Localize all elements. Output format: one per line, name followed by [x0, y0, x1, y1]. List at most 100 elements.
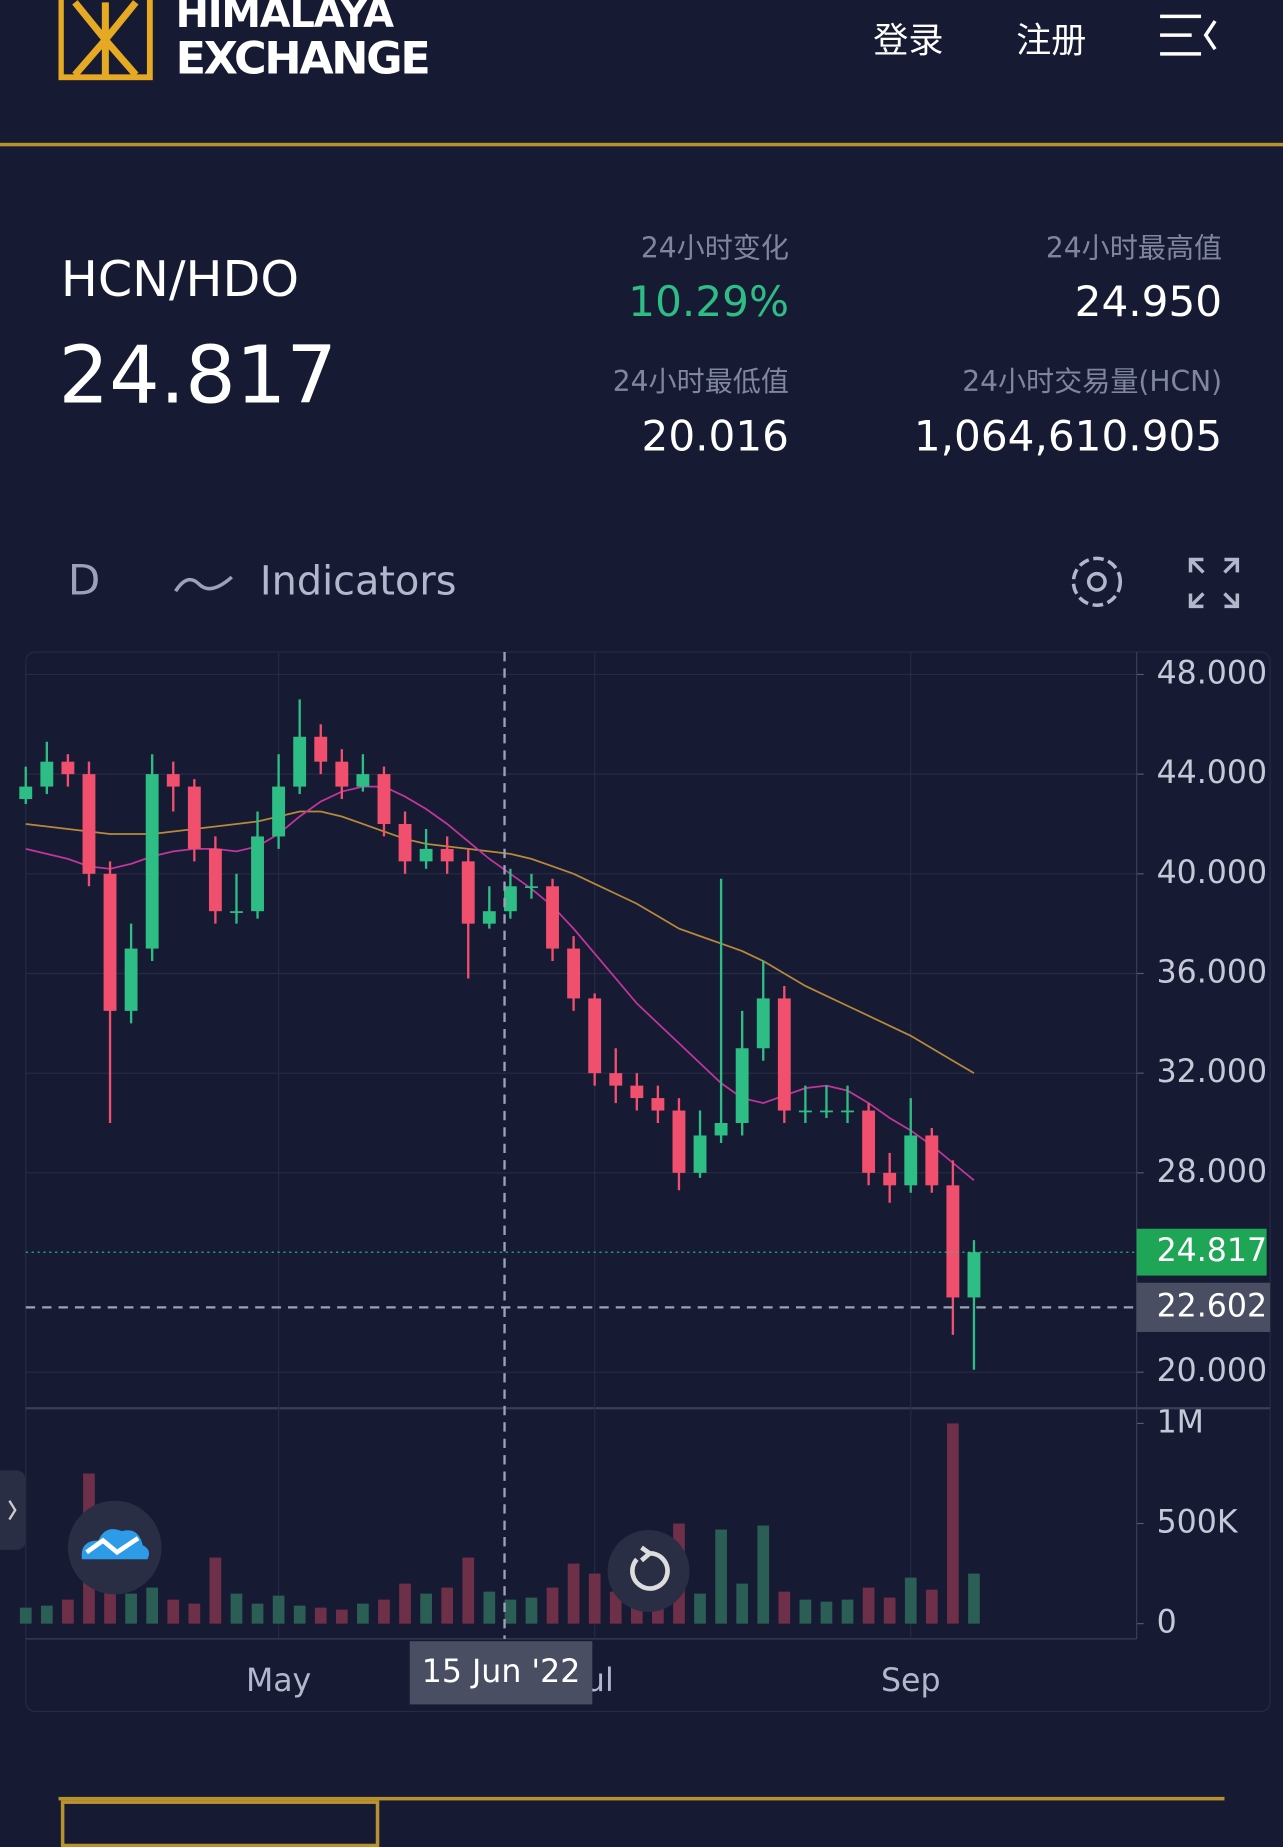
candle-body: [503, 886, 517, 912]
volume-bar: [925, 1589, 938, 1624]
candle-body: [61, 761, 75, 775]
candle-body: [735, 1048, 749, 1124]
x-tick-label: Sep: [881, 1663, 941, 1699]
candle-body: [862, 1110, 876, 1173]
menu-button[interactable]: [1157, 12, 1223, 59]
y-tick-label: 44.000: [1157, 755, 1268, 791]
candle-body: [398, 823, 412, 862]
login-link[interactable]: 登录: [873, 21, 944, 63]
stat-label: 24小时变化: [640, 231, 789, 265]
candle-body: [293, 736, 307, 787]
crosshair-date-label: 15 Jun '22: [422, 1654, 581, 1690]
volume-bar: [820, 1601, 833, 1624]
chart-frame: [25, 651, 1271, 1713]
indicators-button[interactable]: Indicators: [259, 558, 457, 606]
pair-name: HCN/HDO: [60, 250, 300, 308]
logo-button[interactable]: [66, 1498, 164, 1596]
candle-body: [546, 886, 559, 949]
candle-body: [798, 1110, 812, 1113]
volume-bar: [883, 1597, 896, 1624]
candle-body: [251, 836, 264, 912]
interval-button[interactable]: D: [67, 557, 101, 606]
y-tick-label: 40.000: [1157, 855, 1268, 891]
volume-tick-label: 1M: [1157, 1404, 1204, 1440]
logo-mark: [58, 0, 153, 81]
volume-bar: [525, 1597, 538, 1624]
volume-bar: [757, 1525, 770, 1624]
volume-bar: [609, 1591, 622, 1624]
candle-body: [187, 786, 201, 849]
volume-bar: [146, 1587, 159, 1624]
candle-body: [651, 1098, 665, 1111]
indicators-icon[interactable]: [173, 568, 236, 598]
volume-bar: [968, 1573, 980, 1624]
volume-bar: [504, 1599, 517, 1624]
candle-body: [609, 1073, 623, 1086]
volume-bar: [630, 1599, 643, 1624]
stat-label: 24小时最高值: [1045, 231, 1223, 265]
candle-body: [820, 1110, 833, 1113]
candle-body: [756, 998, 770, 1049]
volume-bar: [694, 1593, 706, 1624]
y-tick-label: 28.000: [1157, 1154, 1268, 1190]
candle-body: [946, 1185, 960, 1298]
volume-bar: [209, 1557, 222, 1624]
stat-value: 24.950: [1074, 278, 1223, 327]
volume-tick-label: 0: [1157, 1605, 1177, 1641]
candle-body: [314, 736, 328, 762]
volume-bar: [799, 1599, 812, 1624]
volume-bar: [736, 1583, 749, 1624]
candle-body: [588, 998, 602, 1074]
volume-bar: [251, 1603, 264, 1624]
candle-body: [904, 1135, 918, 1186]
volume-bar: [335, 1609, 348, 1624]
volume-bar: [483, 1591, 496, 1624]
logo-line: HIMALAYA: [175, 0, 395, 38]
candle-body: [419, 848, 433, 862]
settings-button[interactable]: [1065, 550, 1128, 613]
register-link[interactable]: 注册: [1016, 21, 1087, 63]
reset-button[interactable]: [606, 1529, 690, 1613]
volume-bar: [462, 1557, 475, 1624]
candle-body: [272, 786, 286, 837]
volume-bar: [314, 1607, 327, 1624]
candle-body: [672, 1110, 686, 1173]
crosshair-price-box: [1136, 1282, 1271, 1332]
candle-body: [166, 774, 180, 787]
stat-value: 10.29%: [628, 278, 789, 327]
volume-bar: [188, 1603, 201, 1624]
volume-bar: [546, 1587, 559, 1624]
candle-body: [19, 786, 33, 800]
moving-average: [25, 810, 975, 1074]
volume-bar: [272, 1595, 285, 1624]
candle-body: [82, 774, 96, 874]
volume-bar: [420, 1593, 432, 1624]
fullscreen-button[interactable]: [1187, 556, 1241, 610]
volume-bar: [19, 1607, 32, 1624]
side-tab[interactable]: [0, 1470, 28, 1552]
volume-bar: [399, 1583, 411, 1624]
moving-average: [25, 785, 975, 1182]
volume-bar: [357, 1603, 369, 1624]
candle-body: [777, 998, 791, 1111]
volume-bar: [293, 1605, 306, 1624]
candle-body: [440, 848, 454, 862]
crosshair-date-box: [409, 1641, 593, 1705]
price-line-box: [1136, 1228, 1267, 1276]
active-tab[interactable]: [60, 1800, 380, 1847]
volume-bar: [441, 1587, 454, 1624]
candle-body: [230, 911, 243, 913]
candle-body: [693, 1135, 707, 1173]
volume-bar: [167, 1599, 180, 1624]
y-tick-label: 32.000: [1157, 1054, 1268, 1090]
x-tick-label: May: [246, 1663, 311, 1699]
logo-line: EXCHANGE: [175, 32, 431, 85]
volume-bar: [862, 1587, 875, 1624]
candle-body: [883, 1172, 897, 1186]
volume-bar: [778, 1591, 791, 1624]
candle-body: [208, 848, 222, 912]
header-divider: [0, 142, 1283, 147]
